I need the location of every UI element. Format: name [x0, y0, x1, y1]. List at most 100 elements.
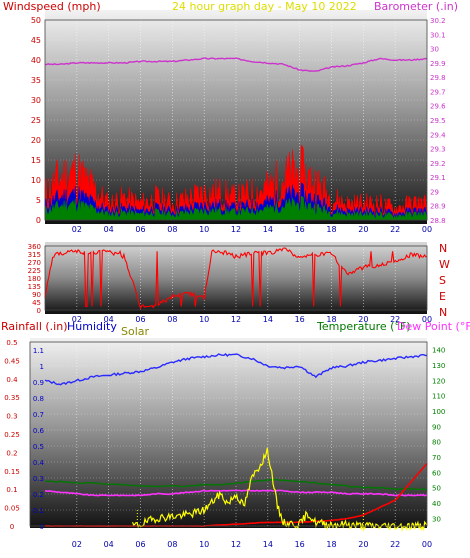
direction-x-tick-label: 00	[422, 315, 432, 324]
rainfall-y-tick-label: 0	[10, 523, 14, 531]
temperature-y-tick-label: 100	[432, 408, 445, 416]
barometer-y-tick-label: 29.1	[430, 174, 446, 182]
rainfall-y-tick-label: 0.45	[4, 357, 20, 365]
wind-y-tick-label: 50	[31, 16, 41, 25]
direction-y-tick-label: 270	[28, 259, 41, 267]
direction-panel-frame	[44, 245, 428, 311]
solar-y-tick-label: 0.8	[33, 395, 44, 403]
temp-x-tick-label: 14	[263, 540, 273, 549]
rainfall-y-tick-label: 0.1	[6, 486, 17, 494]
direction-y-tick-label: 45	[32, 299, 41, 307]
solar-y-tick-label: 0.3	[33, 475, 44, 483]
direction-y-tick-label: 180	[28, 275, 41, 283]
temperature-y-tick-label: 130	[432, 362, 445, 370]
temp-x-tick-label: 02	[72, 540, 82, 549]
barometer-series	[44, 57, 428, 72]
direction-x-tick-label: 18	[326, 315, 336, 324]
temp-x-tick-label: 00	[422, 540, 432, 549]
wind-x-tick-label: 20	[358, 225, 368, 234]
temp-panel-frame	[29, 341, 428, 527]
wind-x-tick-label: 02	[72, 225, 82, 234]
barometer-axis-title: Barometer (.in)	[374, 0, 458, 13]
temp-x-tick-label: 20	[358, 540, 368, 549]
direction-compass-label: W	[439, 258, 450, 271]
direction-x-tick-label: 14	[263, 315, 273, 324]
rainfall-y-tick-label: 0.15	[4, 468, 20, 476]
humidity-series	[44, 353, 428, 386]
wind-y-tick-label: 10	[31, 176, 41, 185]
temp-x-tick-label: 06	[135, 540, 145, 549]
solar-y-tick-label: 0.7	[33, 411, 44, 419]
temperature-y-tick-label: 70	[432, 454, 441, 462]
direction-y-tick-label: 90	[32, 291, 41, 299]
solar-y-tick-label: 0.9	[33, 379, 44, 387]
temp-x-tick-label: 10	[199, 540, 209, 549]
solar-y-tick-label: 0	[40, 523, 44, 531]
rainfall-y-tick-label: 0.25	[4, 431, 20, 439]
barometer-y-tick-label: 29.8	[430, 74, 446, 82]
wind-panel-frame	[44, 19, 428, 221]
temperature-axis-title: Temperature (°F)	[316, 320, 411, 333]
direction-compass-label: E	[439, 290, 446, 303]
barometer-y-tick-label: 29	[430, 188, 439, 196]
temp-x-tick-label: 12	[231, 540, 241, 549]
direction-x-tick-label: 04	[104, 315, 114, 324]
wind-x-tick-label: 22	[390, 225, 400, 234]
wind-x-tick-label: 12	[231, 225, 241, 234]
temp-x-tick-label: 16	[295, 540, 305, 549]
humidity-axis-title: Humidity	[67, 320, 117, 333]
direction-x-tick-label: 08	[167, 315, 177, 324]
barometer-y-tick-label: 30.1	[430, 31, 446, 39]
solar-y-tick-label: 1	[40, 363, 44, 371]
direction-y-tick-label: 135	[28, 283, 41, 291]
direction-x-tick-label: 06	[135, 315, 145, 324]
direction-y-tick-label: 0	[37, 307, 41, 315]
windspeed-low-series	[44, 195, 428, 221]
solar-y-tick-label: 0.4	[33, 459, 45, 467]
barometer-y-tick-label: 29.6	[430, 103, 446, 111]
direction-compass-label: N	[439, 306, 447, 319]
rainfall-y-tick-label: 0.4	[6, 376, 18, 384]
rainfall-y-tick-label: 0.05	[4, 505, 20, 513]
direction-x-tick-label: 20	[358, 315, 368, 324]
solar-y-tick-label: 0.5	[33, 443, 44, 451]
temperature-y-tick-label: 120	[432, 377, 445, 385]
direction-y-tick-label: 360	[28, 243, 41, 251]
wind-y-tick-label: 15	[31, 156, 41, 165]
windspeed-average-series	[44, 182, 428, 221]
wind-x-tick-label: 06	[135, 225, 145, 234]
temperature-series	[44, 478, 428, 491]
direction-y-tick-label: 315	[28, 251, 41, 259]
temperature-y-tick-label: 40	[432, 500, 441, 508]
wind-y-tick-label: 20	[31, 136, 41, 145]
temperature-y-tick-label: 30	[432, 515, 441, 523]
temperature-y-tick-label: 60	[432, 469, 441, 477]
direction-x-tick-label: 16	[295, 315, 305, 324]
solar-y-tick-label: 0.2	[33, 491, 44, 499]
temperature-y-tick-label: 90	[432, 423, 441, 431]
rainfall-axis-title: Rainfall (.in)	[1, 320, 68, 333]
direction-y-tick-label: 225	[28, 267, 41, 275]
wind-y-tick-label: 0	[36, 216, 41, 225]
wind-y-tick-label: 45	[31, 36, 41, 45]
wind-x-tick-label: 04	[104, 225, 114, 234]
temperature-y-tick-label: 80	[432, 439, 441, 447]
rainfall-y-tick-label: 0.2	[6, 449, 17, 457]
rainfall-y-tick-label: 0.35	[4, 394, 20, 402]
wind-direction-series	[44, 247, 428, 310]
temperature-y-tick-label: 140	[432, 347, 445, 355]
rainfall-y-tick-label: 0.5	[6, 339, 17, 347]
chart-title: 24 hour graph day - May 10 2022	[172, 0, 357, 13]
wind-x-tick-label: 08	[167, 225, 177, 234]
temp-x-tick-label: 22	[390, 540, 400, 549]
barometer-y-tick-label: 29.2	[430, 160, 446, 168]
temp-panel-background	[30, 338, 427, 528]
direction-x-tick-label: 12	[231, 315, 241, 324]
direction-compass-label: S	[439, 274, 446, 287]
barometer-y-tick-label: 29.4	[430, 131, 446, 139]
barometer-y-tick-label: 29.5	[430, 117, 446, 125]
dewpoint-series	[44, 489, 428, 497]
windspeed-series	[44, 144, 428, 221]
temp-x-tick-label: 18	[326, 540, 336, 549]
